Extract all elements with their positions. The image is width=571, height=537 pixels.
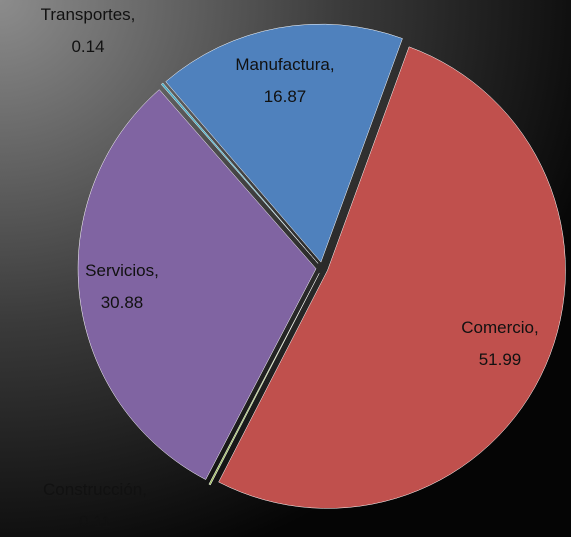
data-label-line: 16.87 xyxy=(264,87,307,106)
data-label: Comercio, 51.99 xyxy=(461,318,538,369)
pie-slice xyxy=(160,82,319,264)
data-label: Transportes, 0.14 xyxy=(41,5,136,56)
pie-slice xyxy=(77,89,317,480)
pie-slice xyxy=(218,46,566,509)
pie-slice xyxy=(208,273,320,486)
data-label-line: 30.88 xyxy=(101,293,144,312)
data-label-line: Servicios, xyxy=(85,261,159,280)
data-label-line: 0.14 xyxy=(71,37,104,56)
data-label-line: 51.99 xyxy=(479,350,522,369)
data-label-line: Construcción, xyxy=(43,480,147,499)
pie-slice xyxy=(165,23,403,263)
data-label-line: Manufactura, xyxy=(235,55,334,74)
data-label-line: 0.11 xyxy=(79,512,111,531)
data-label-line: Transportes, xyxy=(41,5,136,24)
data-label-line: Comercio, xyxy=(461,318,538,337)
data-label: Manufactura, 16.87 xyxy=(235,55,334,106)
data-label: Servicios, 30.88 xyxy=(85,261,159,312)
data-label: Construcción, 0.11 xyxy=(43,480,147,531)
